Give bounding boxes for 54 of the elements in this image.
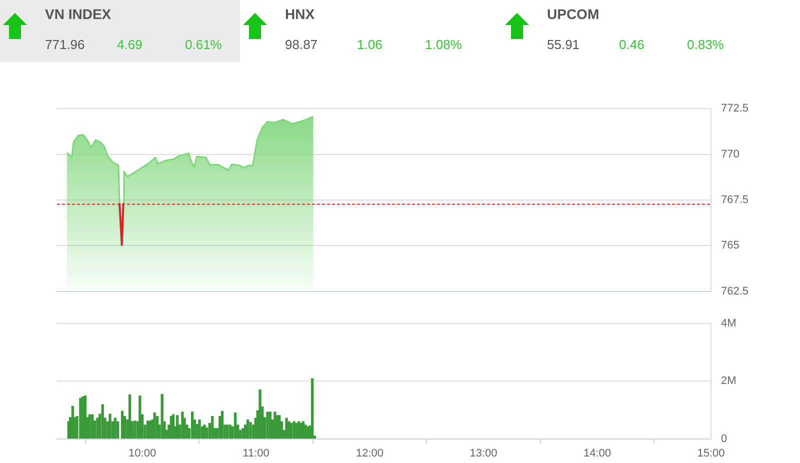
x-tick-label: 10:00 [128,447,156,460]
bar [266,412,269,439]
bar [116,421,120,439]
y-tick-label: 0 [721,432,728,445]
y-tick-label: 762.5 [721,285,749,298]
y-tick-label: 4M [721,318,736,330]
bar [292,421,296,439]
text: HNX [285,6,315,22]
bar [128,394,132,439]
text: 98.87 [285,37,318,52]
x-tick-label: 13:00 [470,447,498,460]
text: 771.96 [45,37,85,52]
bar [249,422,252,439]
y-tick-label: 2M [721,375,736,388]
bar [134,420,136,439]
bar [278,415,281,439]
bar [79,398,82,439]
text: 1.08% [425,37,462,52]
bar [311,378,314,439]
bar [290,422,293,439]
text: 55.91 [547,37,580,52]
x-tick-label: 12:00 [356,447,384,460]
y-tick-label: 770 [721,148,740,160]
y-tick-label: 765 [721,240,740,252]
text: 1.06 [357,37,382,52]
y-tick-label: 772.5 [721,102,749,115]
y-tick-label: 767.5 [721,194,749,206]
bar [198,419,201,439]
bar [258,390,262,439]
x-tick-label: 14:00 [583,447,612,460]
bar [242,428,244,439]
bar [153,412,156,439]
bar [138,396,142,439]
bar [226,424,229,439]
text: 4.69 [117,37,142,52]
bar [176,415,179,439]
bar [211,416,214,439]
text: 0.46 [619,37,644,52]
bar [246,419,250,439]
bar [146,420,150,439]
text: UPCOM [547,6,600,22]
bar [285,418,288,439]
bar [220,410,224,439]
bar [120,410,124,439]
text: 0.61% [185,37,222,52]
bar [234,412,237,439]
x-tick-label: 11:00 [242,447,270,460]
bar [191,412,194,439]
x-tick-label: 15:00 [697,447,725,460]
text: VN INDEX [45,6,112,22]
bar [96,418,99,439]
bar [81,396,84,439]
bar [108,414,112,439]
text: 0.83% [687,37,724,52]
